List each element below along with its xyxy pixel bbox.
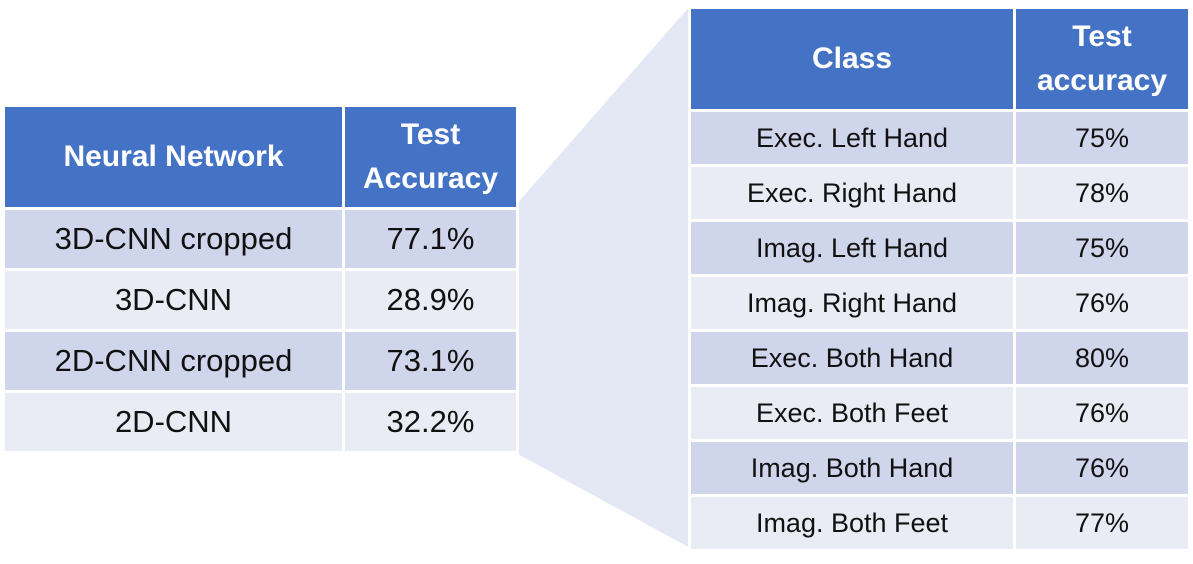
header-test-accuracy: Test accuracy — [1013, 6, 1191, 112]
network-name-cell: 3D-CNN — [2, 268, 345, 332]
class-accuracy-table: Class Test accuracy Exec. Left Hand 75% … — [688, 6, 1191, 552]
table-row: Exec. Left Hand 75% — [688, 109, 1191, 167]
table-row: 3D-CNN 28.9% — [2, 268, 519, 332]
accuracy-cell: 28.9% — [342, 268, 519, 332]
table-row: Exec. Right Hand 78% — [688, 164, 1191, 222]
accuracy-cell: 78% — [1013, 164, 1191, 222]
accuracy-cell: 75% — [1013, 109, 1191, 167]
accuracy-cell: 80% — [1013, 329, 1191, 387]
network-name-cell: 3D-CNN cropped — [2, 207, 345, 271]
network-name-cell: 2D-CNN cropped — [2, 329, 345, 393]
accuracy-cell: 77.1% — [342, 207, 519, 271]
accuracy-cell: 76% — [1013, 384, 1191, 442]
class-name-cell: Exec. Both Feet — [688, 384, 1016, 442]
accuracy-cell: 76% — [1013, 274, 1191, 332]
class-name-cell: Imag. Both Feet — [688, 494, 1016, 552]
neural-network-accuracy-table: Neural Network Test Accuracy 3D-CNN crop… — [2, 104, 519, 454]
table-row: Imag. Both Feet 77% — [688, 494, 1191, 552]
table-header-row: Class Test accuracy — [688, 6, 1191, 112]
accuracy-cell: 75% — [1013, 219, 1191, 277]
table-row: 2D-CNN cropped 73.1% — [2, 329, 519, 393]
class-name-cell: Imag. Both Hand — [688, 439, 1016, 497]
table-row: 2D-CNN 32.2% — [2, 390, 519, 454]
table-row: Imag. Right Hand 76% — [688, 274, 1191, 332]
table-row: Imag. Left Hand 75% — [688, 219, 1191, 277]
class-name-cell: Exec. Left Hand — [688, 109, 1016, 167]
accuracy-cell: 76% — [1013, 439, 1191, 497]
accuracy-cell: 32.2% — [342, 390, 519, 454]
table-header-row: Neural Network Test Accuracy — [2, 104, 519, 210]
class-name-cell: Imag. Right Hand — [688, 274, 1016, 332]
table-row: Exec. Both Feet 76% — [688, 384, 1191, 442]
accuracy-cell: 77% — [1013, 494, 1191, 552]
network-name-cell: 2D-CNN — [2, 390, 345, 454]
table-row: 3D-CNN cropped 77.1% — [2, 207, 519, 271]
class-name-cell: Exec. Both Hand — [688, 329, 1016, 387]
header-neural-network: Neural Network — [2, 104, 345, 210]
table-row: Imag. Both Hand 76% — [688, 439, 1191, 497]
class-name-cell: Exec. Right Hand — [688, 164, 1016, 222]
header-class: Class — [688, 6, 1016, 112]
accuracy-cell: 73.1% — [342, 329, 519, 393]
table-row: Exec. Both Hand 80% — [688, 329, 1191, 387]
header-test-accuracy: Test Accuracy — [342, 104, 519, 210]
zoom-connector-shape — [514, 6, 690, 548]
class-name-cell: Imag. Left Hand — [688, 219, 1016, 277]
